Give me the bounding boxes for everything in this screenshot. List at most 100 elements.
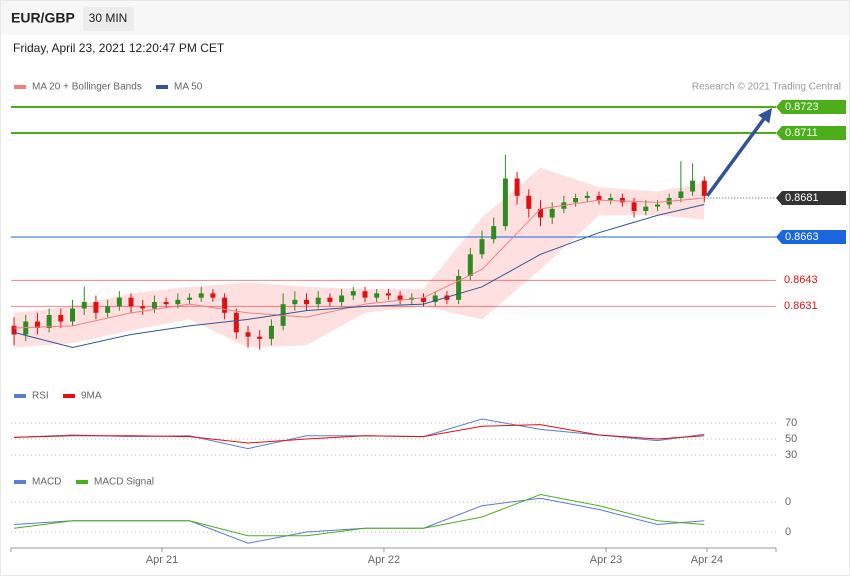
- timeframe[interactable]: 30 MIN: [89, 11, 128, 25]
- candle-body: [421, 297, 427, 302]
- candle-body: [233, 312, 239, 333]
- candle-body: [573, 198, 579, 203]
- level-tag: [776, 126, 846, 140]
- candle-body: [151, 302, 157, 309]
- candle-body: [198, 293, 204, 298]
- header-bar: [1, 1, 849, 35]
- level-label: 0.8643: [784, 274, 818, 286]
- ma50-line: [13, 204, 705, 349]
- legend-swatch: [63, 394, 75, 398]
- candle-body: [339, 295, 345, 302]
- candle-body: [222, 297, 228, 313]
- level-tag: [776, 230, 846, 244]
- candle-body: [257, 336, 263, 339]
- timeframe-badge[interactable]: [83, 7, 134, 31]
- candle-body: [245, 332, 251, 337]
- legend-label: 9MA: [81, 391, 102, 402]
- bollinger-band: [14, 167, 705, 348]
- candle-body: [140, 306, 146, 309]
- candle-body: [304, 299, 310, 305]
- candle-body: [479, 239, 485, 255]
- candle-body: [690, 180, 696, 192]
- legend-swatch: [76, 480, 88, 484]
- candle-body: [619, 198, 625, 203]
- candle-body: [456, 276, 462, 300]
- ma20-line: [14, 197, 705, 329]
- candle-body: [210, 293, 216, 298]
- candle-body: [701, 180, 707, 196]
- candle-body: [374, 293, 380, 298]
- y-tick-label: 50: [785, 433, 797, 445]
- x-tick-label: Apr 22: [368, 554, 400, 566]
- level-label: 0.8663: [785, 231, 819, 243]
- candle-body: [81, 302, 87, 309]
- x-tick-label: Apr 24: [691, 554, 723, 566]
- y-tick-label: 70: [785, 417, 797, 429]
- candle-body: [643, 206, 649, 211]
- indicator-line: [13, 493, 705, 537]
- candle-body: [105, 306, 111, 313]
- datetime: Friday, April 23, 2021 12:20:47 PM CET: [13, 41, 225, 55]
- candle-body: [58, 315, 64, 322]
- candle-body: [46, 315, 52, 328]
- legend-swatch: [14, 394, 26, 398]
- candle-body: [678, 191, 684, 198]
- x-tick-label: Apr 21: [146, 554, 178, 566]
- legend-swatch: [14, 480, 26, 484]
- candle-body: [491, 226, 497, 240]
- candle-body: [631, 202, 637, 211]
- candle-body: [175, 299, 181, 305]
- legend-label: MA 50: [174, 82, 203, 93]
- candle-body: [11, 325, 17, 335]
- forecast-arrow-head: [758, 108, 772, 124]
- level-label: 0.8711: [785, 127, 818, 139]
- candle-body: [128, 297, 134, 307]
- credit: Research © 2021 Trading Central: [692, 82, 841, 93]
- candle-body: [187, 297, 193, 300]
- candle-body: [467, 254, 473, 276]
- y-tick-label: 0: [785, 526, 791, 538]
- candle-body: [537, 208, 543, 218]
- candle-body: [432, 295, 438, 302]
- symbol: EUR/GBP: [11, 10, 75, 26]
- legend-label: MA 20 + Bollinger Bands: [32, 82, 142, 93]
- legend-label: MACD: [32, 477, 61, 488]
- candle-body: [163, 302, 169, 305]
- legend-label: RSI: [32, 391, 49, 402]
- level-label: 0.8723: [785, 101, 819, 113]
- candle-body: [397, 295, 403, 300]
- candle-body: [350, 291, 356, 296]
- x-tick-label: Apr 23: [590, 554, 622, 566]
- level-tag: [776, 191, 846, 205]
- legend-label: MACD Signal: [94, 477, 154, 488]
- candle-body: [268, 325, 274, 339]
- y-tick-label: 30: [785, 449, 797, 461]
- candle-body: [584, 195, 590, 198]
- candle-body: [292, 299, 298, 305]
- candle-body: [93, 302, 99, 313]
- candle-body: [116, 297, 122, 307]
- forecast-arrow: [705, 114, 768, 197]
- candle-body: [34, 321, 40, 328]
- candle-body: [596, 195, 602, 201]
- candle-body: [70, 308, 76, 322]
- candle-body: [608, 198, 614, 201]
- candle-body: [362, 291, 368, 298]
- candle-body: [327, 297, 333, 302]
- y-tick-label: 0: [785, 496, 791, 508]
- candle-body: [315, 297, 321, 305]
- level-label: 0.8681: [785, 192, 819, 204]
- legend-swatch: [156, 85, 168, 89]
- legend-swatch: [14, 85, 26, 89]
- level-label: 0.8631: [784, 300, 818, 312]
- candle-body: [654, 204, 660, 207]
- candle-body: [385, 293, 391, 296]
- indicator-line: [14, 424, 705, 444]
- level-tag: [776, 100, 846, 114]
- candle-body: [502, 178, 508, 227]
- candle-body: [514, 178, 520, 196]
- candle-body: [549, 208, 555, 218]
- candle-body: [526, 195, 532, 209]
